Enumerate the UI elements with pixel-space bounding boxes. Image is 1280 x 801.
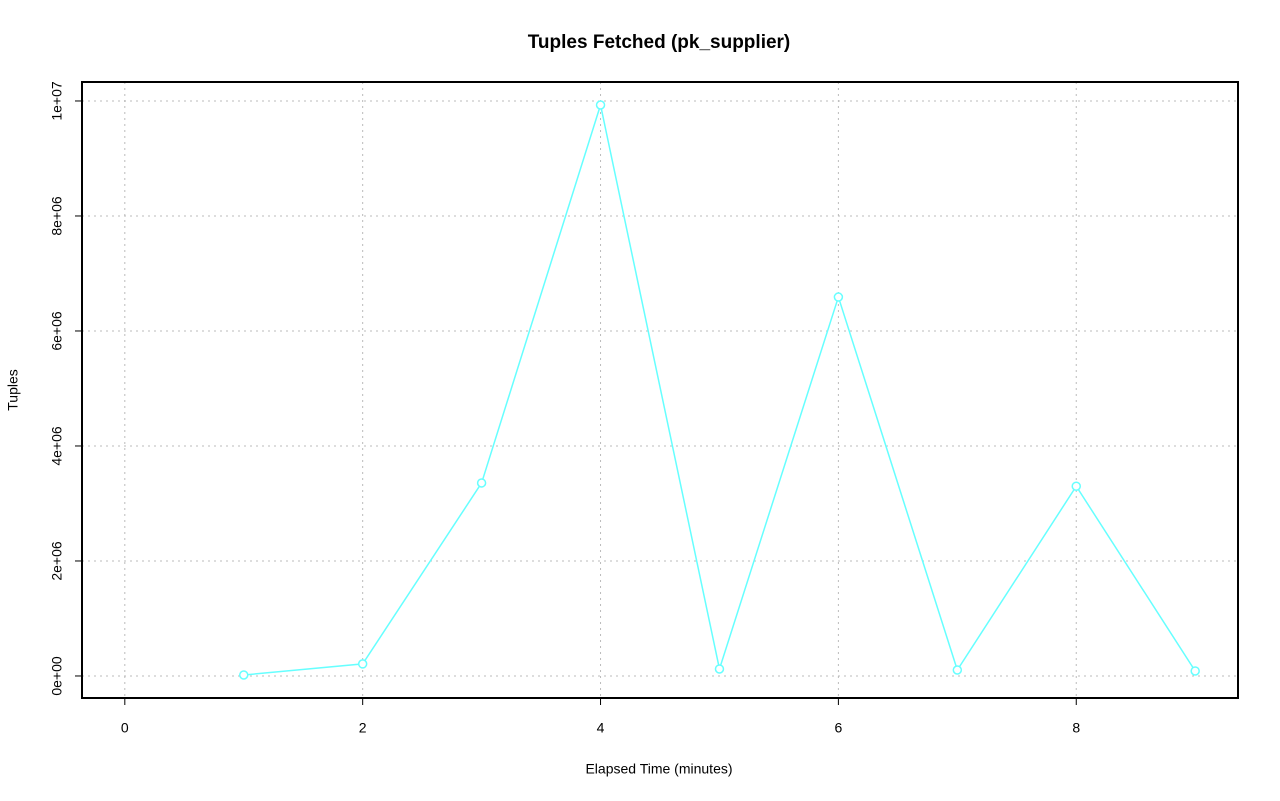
x-tick-label: 6 bbox=[834, 720, 842, 736]
y-tick-label: 2e+06 bbox=[49, 541, 65, 581]
x-tick-label: 0 bbox=[121, 720, 129, 736]
data-point bbox=[1190, 666, 1200, 676]
data-point bbox=[357, 659, 368, 669]
data-point bbox=[595, 100, 606, 110]
data-line bbox=[243, 102, 1196, 676]
y-axis-label: Tuples bbox=[5, 369, 21, 411]
x-tick-label: 8 bbox=[1072, 720, 1080, 736]
data-point bbox=[1071, 481, 1082, 491]
y-tick-label: 1e+07 bbox=[49, 81, 65, 121]
data-point bbox=[238, 670, 249, 680]
y-tick-label: 0e+00 bbox=[49, 656, 65, 696]
x-tick-label: 4 bbox=[597, 720, 605, 736]
chart-title: Tuples Fetched (pk_supplier) bbox=[528, 32, 791, 53]
y-tick-label: 4e+06 bbox=[49, 426, 65, 466]
data-point bbox=[952, 665, 963, 675]
data-point bbox=[476, 478, 487, 488]
x-tick-label: 2 bbox=[359, 720, 367, 736]
x-axis-label: Elapsed Time (minutes) bbox=[585, 761, 732, 777]
plot-frame bbox=[81, 81, 1239, 699]
y-tick-label: 6e+06 bbox=[49, 311, 65, 351]
data-point bbox=[833, 292, 844, 302]
data-point bbox=[714, 664, 725, 674]
y-tick-label: 8e+06 bbox=[49, 196, 65, 236]
